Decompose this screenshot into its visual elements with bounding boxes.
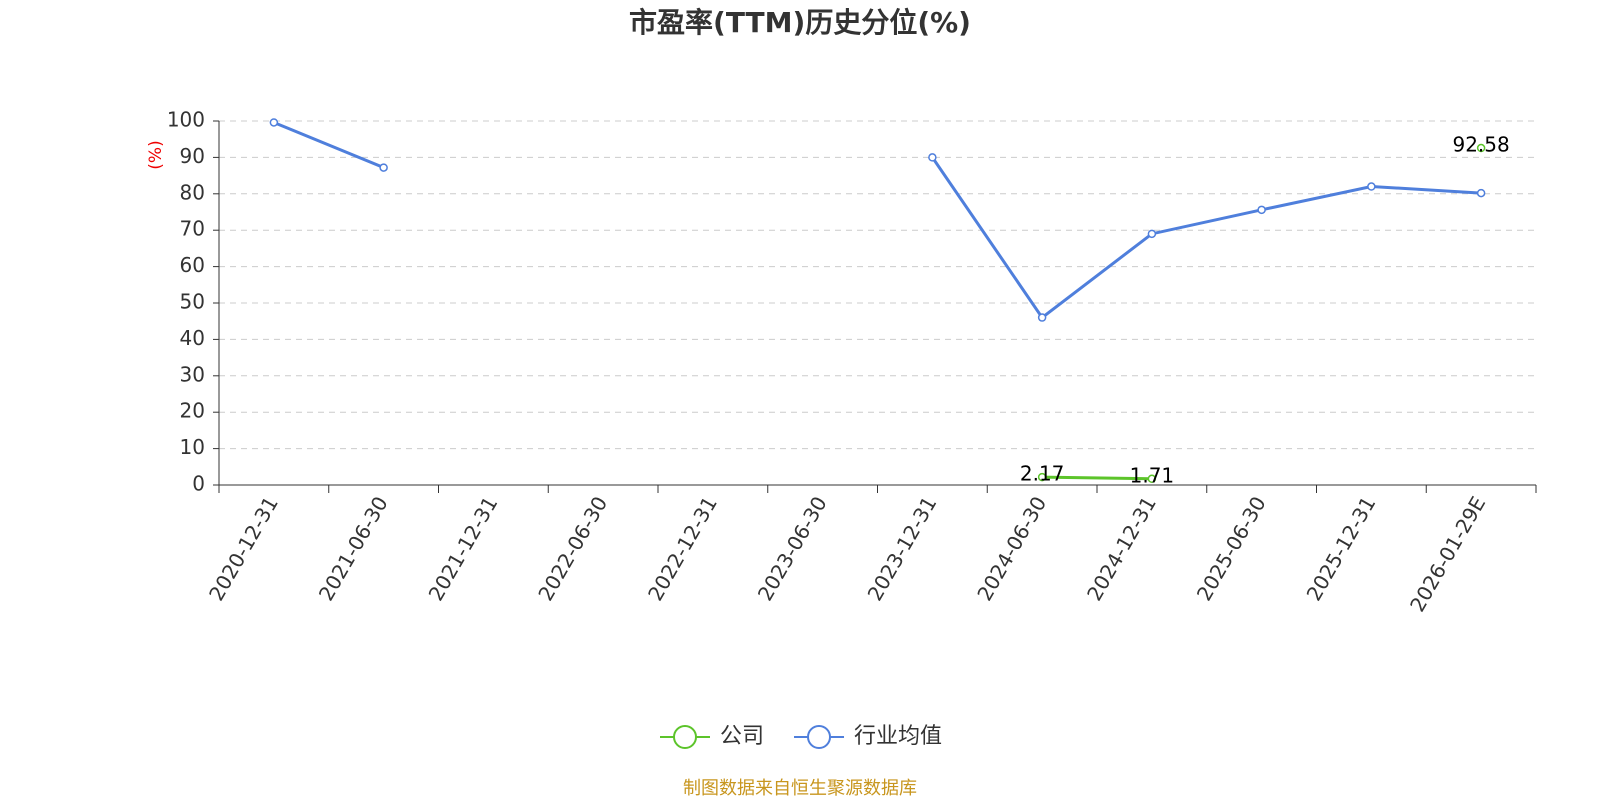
data-point: [379, 163, 388, 172]
x-tick-label: 2025-12-31: [1302, 492, 1381, 605]
y-axis-label: (%): [146, 140, 166, 169]
data-point: [1476, 143, 1486, 153]
legend-label: 公司: [720, 724, 764, 749]
data-point: [1037, 313, 1047, 322]
x-tick-label: 2023-12-31: [863, 492, 942, 605]
chart-title: 市盈率(TTM)历史分位(%): [629, 6, 971, 39]
data-label: 2.17: [1020, 462, 1065, 486]
legend-marker: [673, 725, 697, 749]
x-tick-label: 2022-06-30: [533, 492, 612, 605]
series-line: [1042, 148, 1481, 479]
y-tick-label: 20: [180, 399, 205, 423]
legend-label: 行业均值: [854, 724, 942, 749]
y-tick-label: 50: [180, 290, 205, 314]
y-tick-label: 10: [180, 435, 205, 459]
y-tick-label: 80: [180, 180, 205, 204]
data-point: [1257, 205, 1266, 215]
y-tick-label: 0: [192, 472, 205, 496]
legend-marker: [807, 725, 832, 749]
y-tick-label: 40: [180, 326, 205, 350]
x-tick-label: 2024-06-30: [972, 492, 1051, 605]
y-tick-label: 60: [180, 253, 205, 277]
x-tick-label: 2024-12-31: [1082, 492, 1161, 605]
x-tick-label: 2025-06-30: [1192, 492, 1271, 605]
data-point: [269, 118, 279, 127]
x-tick-label: 2021-12-31: [424, 492, 503, 605]
data-label: 1.71: [1130, 463, 1175, 487]
data-point: [1147, 474, 1157, 484]
x-tick-label: 2022-12-31: [643, 492, 722, 605]
data-label: 92.58: [1452, 133, 1509, 157]
data-point: [1367, 182, 1376, 191]
x-tick-label: 2021-06-30: [314, 492, 393, 605]
source-note: 制图数据来自恒生聚源数据库: [683, 778, 917, 799]
x-tick-label: 2023-06-30: [753, 492, 832, 605]
y-tick-label: 70: [180, 217, 205, 241]
x-tick-label: 2026-01-29E: [1405, 492, 1490, 616]
data-point: [1476, 188, 1486, 198]
y-tick-label: 100: [167, 108, 205, 132]
data-point: [928, 153, 937, 162]
y-tick-label: 30: [180, 362, 205, 386]
x-tick-label: 2020-12-31: [204, 492, 283, 605]
data-point: [1037, 472, 1047, 482]
y-tick-label: 90: [180, 144, 205, 168]
data-point: [1147, 229, 1157, 239]
series-line: [273, 121, 1482, 320]
